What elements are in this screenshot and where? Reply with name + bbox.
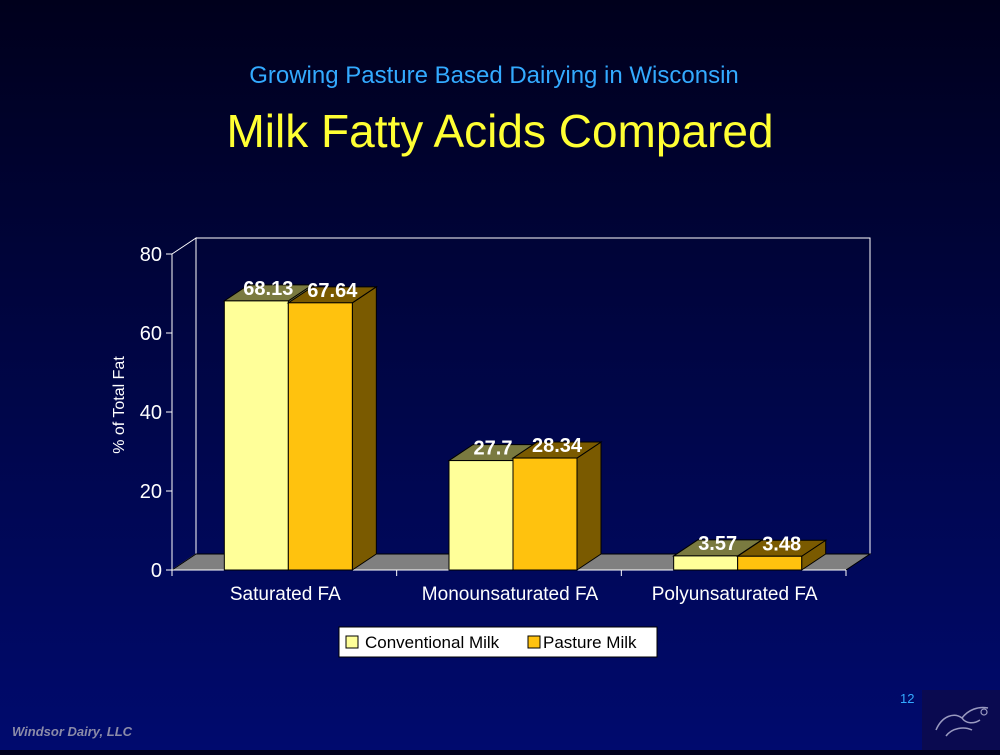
bar	[223, 300, 289, 571]
company-footer: Windsor Dairy, LLC	[12, 724, 133, 739]
windsor-dairy-logo	[922, 690, 1000, 750]
x-tick-label: Saturated FA	[230, 584, 341, 605]
data-label: 68.13	[243, 278, 293, 300]
slide-subtitle: Growing Pasture Based Dairying in Wiscon…	[249, 62, 739, 89]
data-label: 3.48	[762, 533, 801, 555]
data-label: 67.64	[307, 280, 358, 302]
data-label: 28.34	[532, 435, 583, 457]
y-tick-label: 40	[140, 402, 162, 424]
bar	[512, 457, 578, 571]
legend-swatch	[345, 635, 359, 649]
bar	[287, 302, 353, 571]
x-tick-label: Monounsaturated FA	[422, 584, 599, 605]
data-label: 27.7	[474, 438, 513, 460]
slide-title: Milk Fatty Acids Compared	[226, 105, 774, 157]
data-label: 3.57	[698, 533, 737, 555]
y-tick-label: 0	[151, 560, 162, 582]
x-tick-label: Polyunsaturated FA	[652, 584, 818, 605]
bar	[448, 460, 514, 571]
bar	[737, 555, 803, 571]
legend-box	[338, 626, 658, 658]
legend-label: Pasture Milk	[543, 633, 637, 652]
legend-swatch	[527, 635, 541, 649]
y-axis-title: % of Total Fat	[111, 356, 128, 454]
legend-label: Conventional Milk	[365, 633, 500, 652]
y-tick-label: 80	[140, 244, 162, 266]
bar	[673, 555, 739, 571]
chart-side-wall	[171, 237, 197, 571]
bar-side	[351, 285, 377, 571]
y-tick-label: 60	[140, 323, 162, 345]
y-tick-label: 20	[140, 481, 162, 503]
bar-side	[576, 441, 602, 571]
page-number: 12	[900, 691, 915, 706]
